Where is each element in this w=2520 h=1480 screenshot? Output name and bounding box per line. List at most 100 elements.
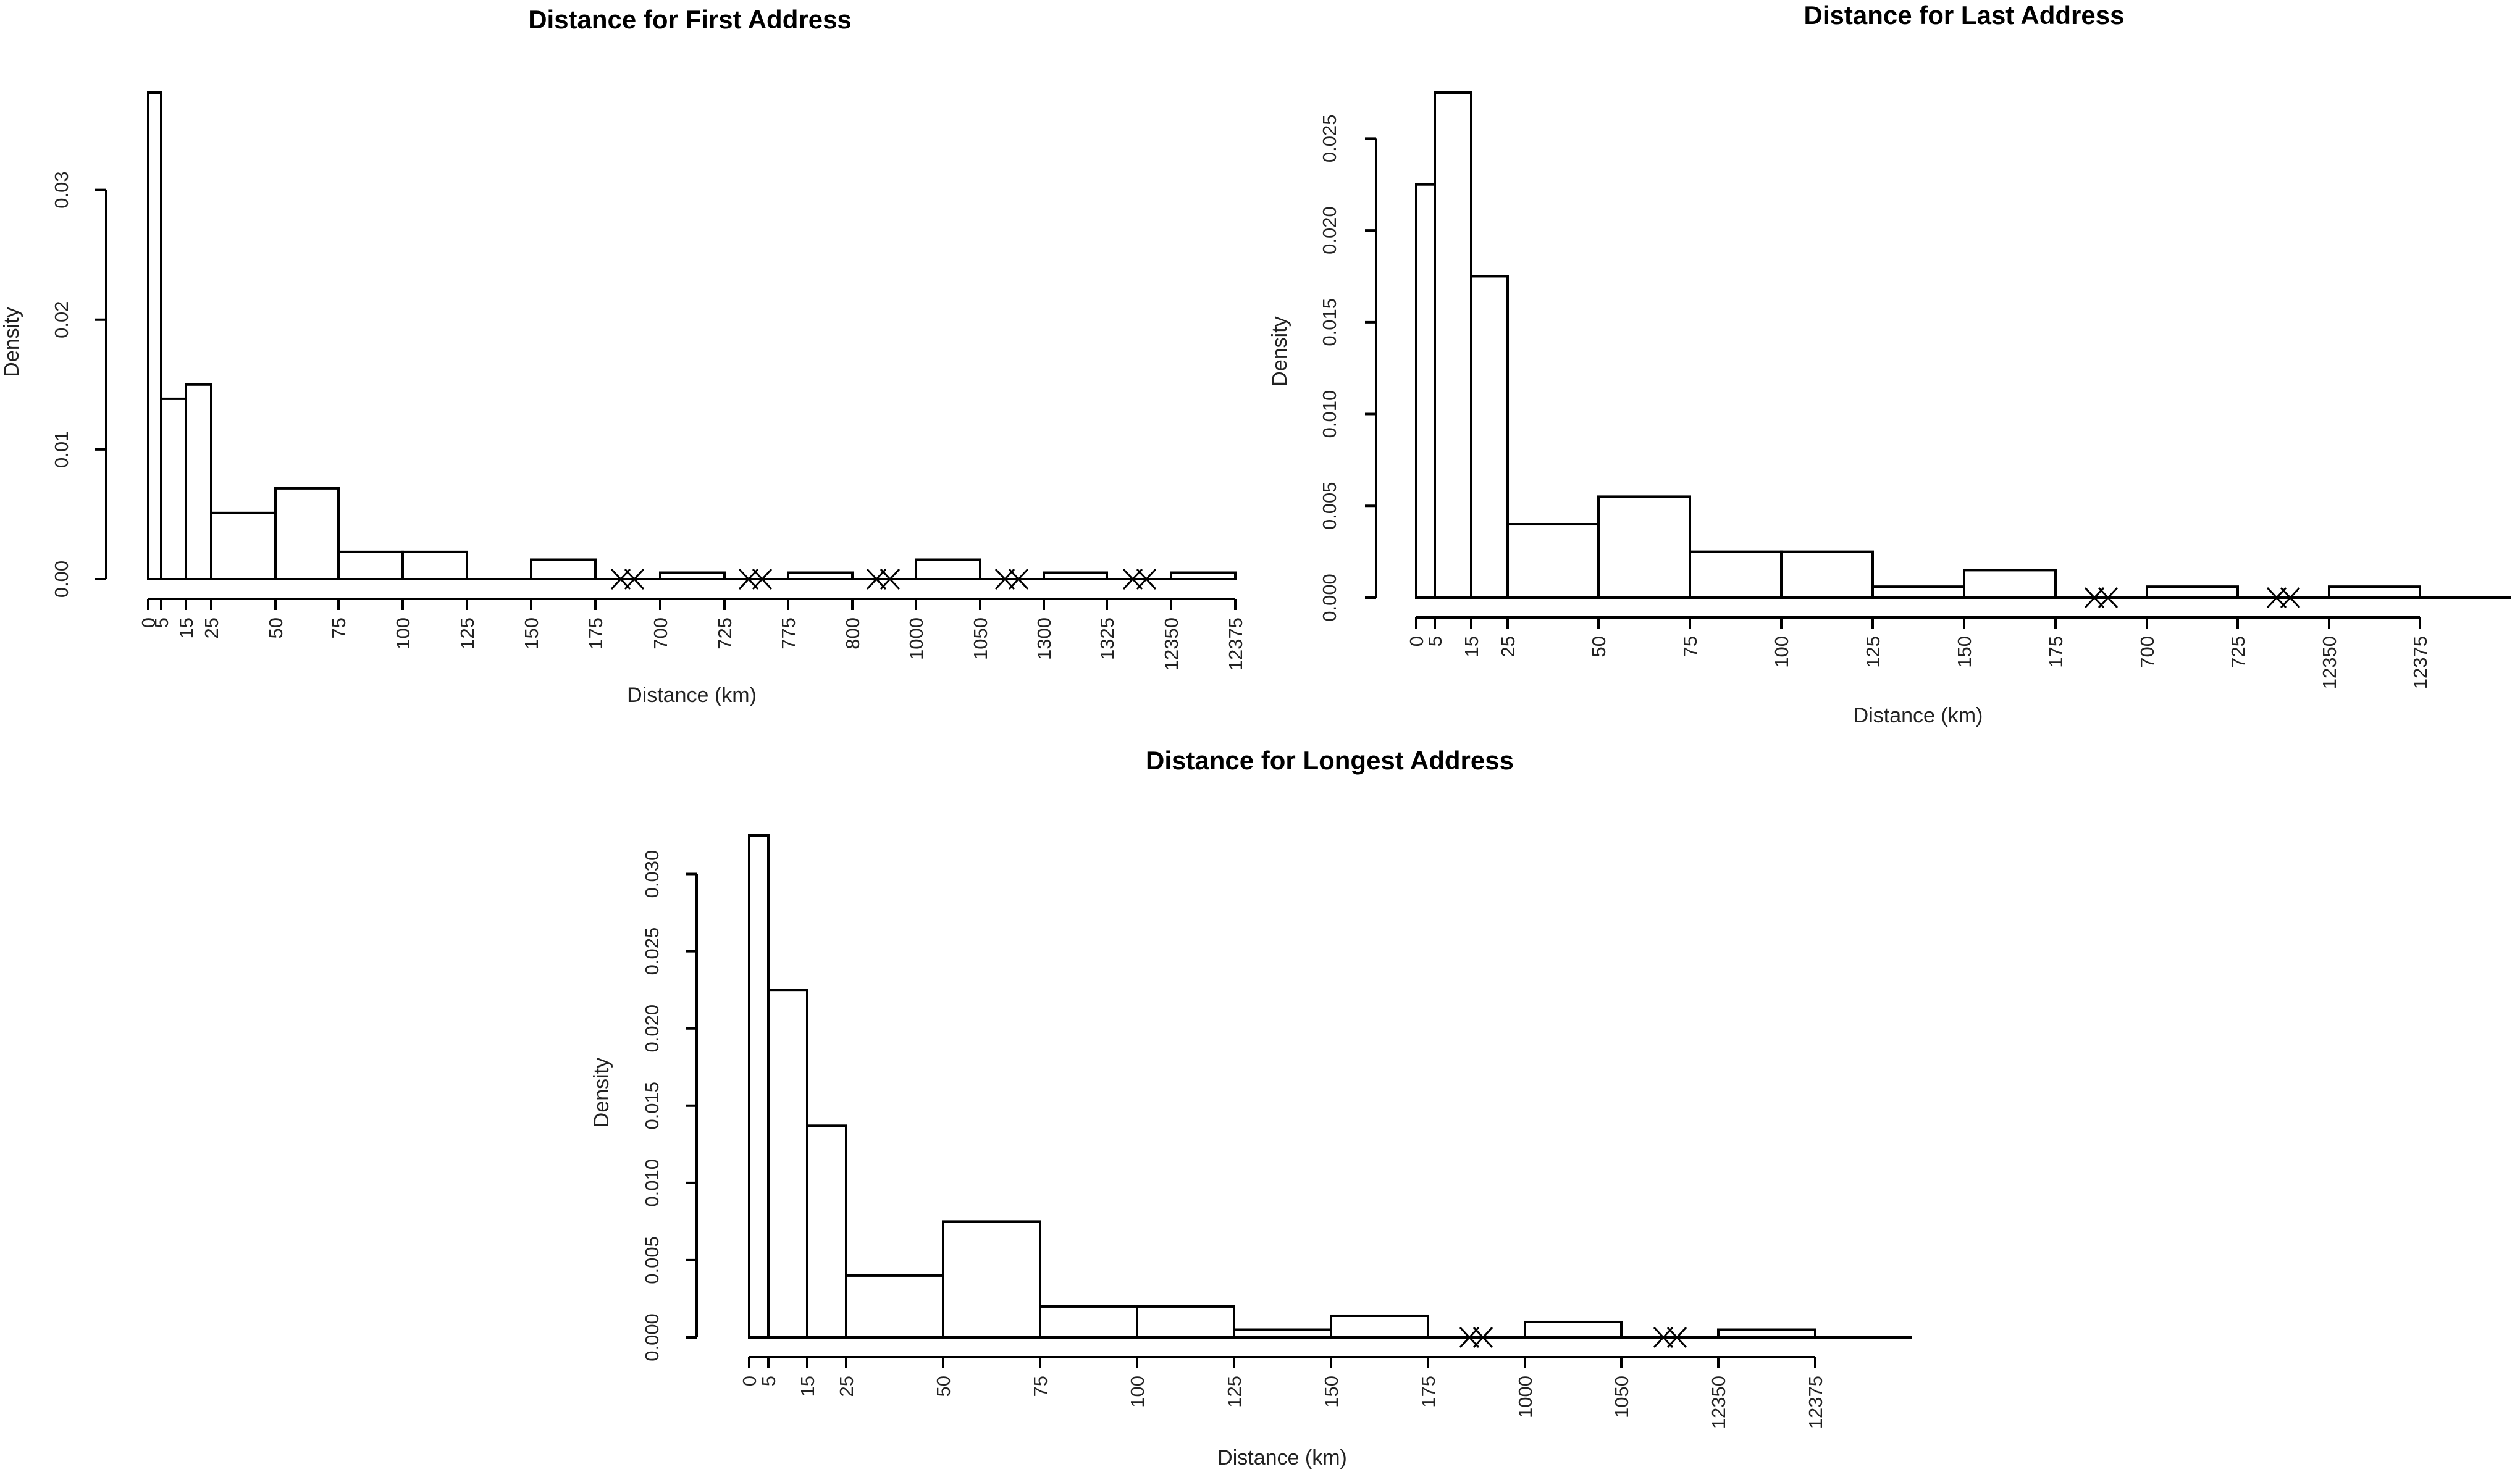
x-tick-label: 0	[138, 617, 159, 628]
x-axis-label: Distance (km)	[627, 684, 757, 707]
y-tick-label: 0.020	[1319, 206, 1340, 254]
x-tick-label: 12375	[1805, 1376, 1826, 1429]
x-tick-label: 700	[2136, 636, 2158, 668]
x-tick-label: 100	[1127, 1376, 1148, 1408]
histogram-bar	[1330, 1314, 1429, 1339]
axis-break-mark	[1653, 1326, 1687, 1348]
x-tick-label: 15	[175, 617, 197, 638]
y-tick-label: 0.03	[51, 171, 72, 208]
histogram-bar	[748, 834, 770, 1339]
x-tick-label: 12350	[2319, 636, 2340, 689]
y-tick-label: 0.010	[641, 1159, 663, 1207]
chart-longest-address: Distance for Longest Address 05 15 25 50 75 10…	[590, 746, 1912, 1470]
y-tick-label: 0.005	[641, 1236, 663, 1284]
chart-first-address: Distance for First Address 05 15 25 50 75 100 1…	[0, 5, 1246, 707]
x-tick-label: 12350	[1161, 617, 1182, 671]
x-tick-label: 1300	[1033, 617, 1055, 660]
y-tick-label: 0.015	[641, 1082, 663, 1130]
x-tick-label: 1000	[905, 617, 927, 660]
axis-break-mark	[866, 568, 901, 590]
x-axis-label: Distance (km)	[1217, 1446, 1347, 1470]
x-tick-label: 12350	[1708, 1376, 1729, 1429]
histogram-bar	[1434, 91, 1472, 599]
x-tick-label: 100	[1771, 636, 1792, 668]
x-tick-label: 15	[1461, 636, 1482, 657]
x-tick-label: 50	[1588, 636, 1610, 657]
histogram-bar	[147, 91, 162, 580]
histogram-bar	[1506, 523, 1600, 600]
y-tick-label: 0.010	[1319, 390, 1340, 438]
x-tick-label: 175	[585, 617, 607, 650]
histogram-bar	[1871, 585, 1965, 599]
y-axis-label: Density	[590, 1058, 613, 1127]
x-tick-label: 12375	[2409, 636, 2431, 689]
x-tick-label: 1050	[1611, 1376, 1632, 1418]
histogram-bar	[401, 550, 468, 581]
x-tick-label: 125	[456, 617, 478, 650]
x-tick-label: 0	[739, 1376, 760, 1386]
x-tick-label: 1325	[1096, 617, 1118, 660]
histogram-bar	[1470, 275, 1509, 600]
chart-title: Distance for Last Address	[1804, 1, 2125, 30]
x-tick-label: 5	[1424, 636, 1446, 646]
axis-break-mark	[1122, 568, 1157, 590]
histogram-bar	[274, 487, 340, 581]
x-tick-label: 100	[392, 617, 414, 650]
histogram-bar	[1780, 550, 1874, 599]
x-tick-label: 150	[1321, 1376, 1342, 1408]
x-tick-label: 50	[265, 617, 287, 638]
chart-title: Distance for Longest Address	[1146, 746, 1514, 775]
histogram-bar	[942, 1220, 1041, 1339]
x-tick-label: 12375	[1225, 617, 1246, 671]
y-tick-label: 0.015	[1319, 298, 1340, 346]
histogram-bar	[185, 383, 212, 580]
y-tick-label: 0.01	[51, 431, 72, 468]
axis-break-mark	[994, 568, 1029, 590]
histogram-bar	[2328, 585, 2421, 599]
x-tick-label: 725	[2227, 636, 2249, 668]
axis-break-mark	[1459, 1326, 1493, 1348]
x-tick-label: 1000	[1514, 1376, 1536, 1418]
x-tick-label: 25	[836, 1376, 857, 1397]
x-tick-label: 25	[1497, 636, 1519, 657]
y-tick-label: 0.02	[51, 301, 72, 338]
y-tick-label: 0.000	[641, 1313, 663, 1361]
histogram-bar	[1597, 495, 1691, 600]
chart-last-address: Distance for Last Address 05 15 25 50 75 100 12…	[1268, 1, 2511, 727]
y-axis-label: Density	[0, 307, 23, 377]
y-tick-label: 0.000	[1319, 574, 1340, 622]
y-tick-label: 0.025	[1319, 115, 1340, 163]
histogram-bar	[1689, 550, 1783, 599]
axis-break-mark	[738, 568, 773, 590]
histogram-bar	[210, 511, 277, 580]
axis-break-mark	[2084, 587, 2119, 609]
x-tick-label: 75	[1679, 636, 1701, 657]
y-tick-label: 0.005	[1319, 482, 1340, 530]
histogram-bar	[845, 1274, 944, 1339]
histogram-bar	[915, 558, 981, 580]
x-tick-label: 175	[2045, 636, 2067, 668]
x-tick-label: 50	[933, 1376, 954, 1397]
histogram-bar	[767, 989, 808, 1339]
x-tick-label: 700	[650, 617, 671, 650]
x-tick-label: 725	[714, 617, 736, 650]
histogram-bar	[1039, 1305, 1138, 1339]
histogram-bar	[1963, 569, 2057, 600]
x-tick-label: 150	[1954, 636, 1975, 668]
x-axis-label: Distance (km)	[1854, 704, 1983, 727]
y-tick-label: 0.00	[51, 561, 72, 598]
x-tick-label: 15	[797, 1376, 818, 1397]
histogram-bar	[530, 558, 597, 580]
x-tick-label: 800	[842, 617, 863, 650]
axis-break-mark	[2266, 587, 2301, 609]
x-tick-label: 125	[1862, 636, 1884, 668]
x-tick-label: 1050	[970, 617, 991, 660]
histogram-bar	[160, 397, 187, 580]
y-axis-label: Density	[1268, 316, 1292, 386]
chart-title: Distance for First Address	[528, 5, 852, 34]
x-tick-label: 75	[328, 617, 350, 638]
x-tick-label: 75	[1030, 1376, 1051, 1397]
histogram-bar	[2146, 585, 2239, 599]
x-tick-label: 5	[151, 617, 172, 628]
x-tick-label: 125	[1224, 1376, 1245, 1408]
